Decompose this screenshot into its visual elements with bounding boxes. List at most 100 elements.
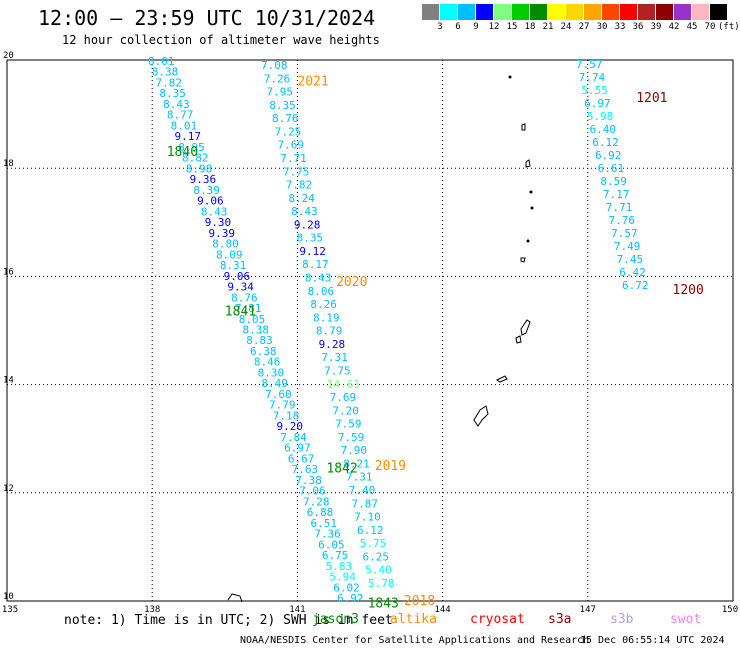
color-scale-label: 18 xyxy=(524,22,536,32)
color-scale-label: 12 xyxy=(488,22,500,32)
wave-height-label: 6.72 xyxy=(622,279,649,292)
map-grid xyxy=(6,59,734,602)
track-time-label: 1843 xyxy=(368,597,399,612)
wave-height-label: 8.39 xyxy=(193,184,220,197)
pagan-island xyxy=(525,159,531,168)
wave-height-label: 7.25 xyxy=(275,125,302,138)
color-scale-label: 30 xyxy=(596,22,608,32)
wave-height-label: 8.43 xyxy=(163,98,190,111)
latitude-tick-label: 14 xyxy=(3,376,14,386)
wave-height-label: 8.43 xyxy=(201,205,228,218)
footer-credit: NOAA/NESDIS Center for Satellite Applica… xyxy=(240,635,590,646)
wave-height-label: 9.34 xyxy=(227,281,254,294)
wave-height-label: 7.69 xyxy=(277,139,304,152)
color-swatch xyxy=(530,4,547,20)
color-swatch xyxy=(638,4,655,20)
wave-height-label: 9.06 xyxy=(197,195,224,208)
wave-height-label: 7.57 xyxy=(576,58,603,71)
wave-height-label: 5.75 xyxy=(360,537,387,550)
footer-timestamp: 15 Dec 06:55:14 UTC 2024 xyxy=(580,635,725,646)
wave-height-label: 6.42 xyxy=(619,266,646,279)
color-scale-label: 42 xyxy=(668,22,680,32)
agrihan-island xyxy=(521,123,526,131)
wave-height-label: 7.90 xyxy=(341,444,368,457)
wave-height-label: 8.30 xyxy=(258,366,285,379)
wave-height-label: 7.59 xyxy=(335,418,362,431)
wave-height-label: 8.19 xyxy=(313,311,340,324)
color-swatch xyxy=(476,4,493,20)
tinian-island xyxy=(515,335,522,344)
wave-height-label: 14.61 xyxy=(327,378,360,391)
track-time-label: 1842 xyxy=(326,461,357,476)
color-swatch xyxy=(674,4,691,20)
wave-height-label: 7.06 xyxy=(299,485,326,498)
wave-height-label: 7.71 xyxy=(280,152,307,165)
wave-height-label: 6.38 xyxy=(250,345,277,358)
longitude-tick-label: 141 xyxy=(289,605,305,615)
satellite-legend-item: altika xyxy=(390,612,437,627)
color-swatch xyxy=(548,4,565,20)
wave-height-label: 6.61 xyxy=(598,162,625,175)
color-scale-label: 9 xyxy=(473,22,479,32)
wave-height-label: 8.38 xyxy=(152,66,179,79)
wave-height-label: 7.60 xyxy=(265,388,292,401)
color-scale-label: 39 xyxy=(650,22,662,32)
wave-height-label: 9.39 xyxy=(208,227,235,240)
wave-height-label: 8.09 xyxy=(216,248,243,261)
wave-height-label: 8.31 xyxy=(220,259,247,272)
color-swatch xyxy=(620,4,637,20)
wave-height-label: 6.05 xyxy=(318,538,345,551)
wave-height-label: 8.79 xyxy=(316,325,343,338)
chart-title: 12:00 – 23:59 UTC 10/31/2024 xyxy=(38,6,376,30)
wave-height-label: 7.20 xyxy=(332,404,359,417)
wave-height-label: 6.02 xyxy=(333,581,360,594)
wave-height-label: 6.92 xyxy=(595,149,622,162)
wave-height-label: 6.40 xyxy=(590,123,617,136)
saipan-island xyxy=(520,319,531,336)
color-scale-label: 45 xyxy=(686,22,698,32)
wave-height-label: 9.12 xyxy=(299,245,326,258)
wave-height-label: 8.83 xyxy=(246,334,273,347)
wave-height-label: 9.17 xyxy=(174,130,201,143)
wave-height-label: 6.12 xyxy=(357,524,384,537)
wave-height-label: 7.40 xyxy=(349,484,376,497)
satellite-legend-item: cryosat xyxy=(470,612,525,627)
color-scale-label: 6 xyxy=(455,22,461,32)
islet-1 xyxy=(529,190,533,194)
satellite-legend-item: s3a xyxy=(548,612,572,627)
wave-height-label: 8.82 xyxy=(182,152,209,165)
guam-island xyxy=(473,405,489,427)
color-swatch xyxy=(566,4,583,20)
wave-height-label: 7.63 xyxy=(292,463,319,476)
satellite-legend-item: jason3 xyxy=(312,612,359,627)
islet-2 xyxy=(530,206,534,210)
color-scale-label: 21 xyxy=(542,22,554,32)
wave-height-label: 7.45 xyxy=(617,253,644,266)
wave-height-label: 6.67 xyxy=(288,452,315,465)
chart-subtitle: 12 hour collection of altimeter wave hei… xyxy=(62,33,380,47)
islet-3 xyxy=(526,239,530,243)
wave-height-label: 7.36 xyxy=(314,528,341,541)
wave-height-label: 7.31 xyxy=(346,471,373,484)
rota-island xyxy=(496,375,508,383)
wave-height-label: 7.08 xyxy=(261,59,288,72)
longitude-tick-label: 147 xyxy=(580,605,596,615)
satellite-legend-item: s3b xyxy=(610,612,634,627)
track-time-label: 2020 xyxy=(336,275,367,290)
anatahan-island xyxy=(520,257,526,263)
wave-height-label: 7.79 xyxy=(269,399,296,412)
wave-height-label: 7.49 xyxy=(614,240,641,253)
wave-height-label: 9.36 xyxy=(190,173,217,186)
track-time-label: 1840 xyxy=(167,145,198,160)
wave-height-label: 8.01 xyxy=(148,55,175,68)
color-scale-label: 27 xyxy=(578,22,590,32)
wave-height-label: 9.06 xyxy=(224,270,251,283)
wave-height-label: 5.83 xyxy=(326,560,353,573)
wave-height-label: 8.43 xyxy=(305,272,332,285)
track-labels: 2021 1840 1201 1200 2020 1841 2019 1842 1843 2018 xyxy=(167,75,704,612)
longitude-tick-label: 144 xyxy=(434,605,450,615)
color-swatch xyxy=(440,4,457,20)
wave-height-label: 8.98 xyxy=(186,162,213,175)
wave-height-label: 8.49 xyxy=(261,377,288,390)
